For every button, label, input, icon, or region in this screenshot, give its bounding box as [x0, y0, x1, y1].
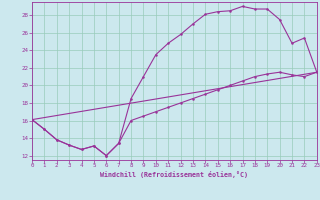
X-axis label: Windchill (Refroidissement éolien,°C): Windchill (Refroidissement éolien,°C) [100, 171, 248, 178]
